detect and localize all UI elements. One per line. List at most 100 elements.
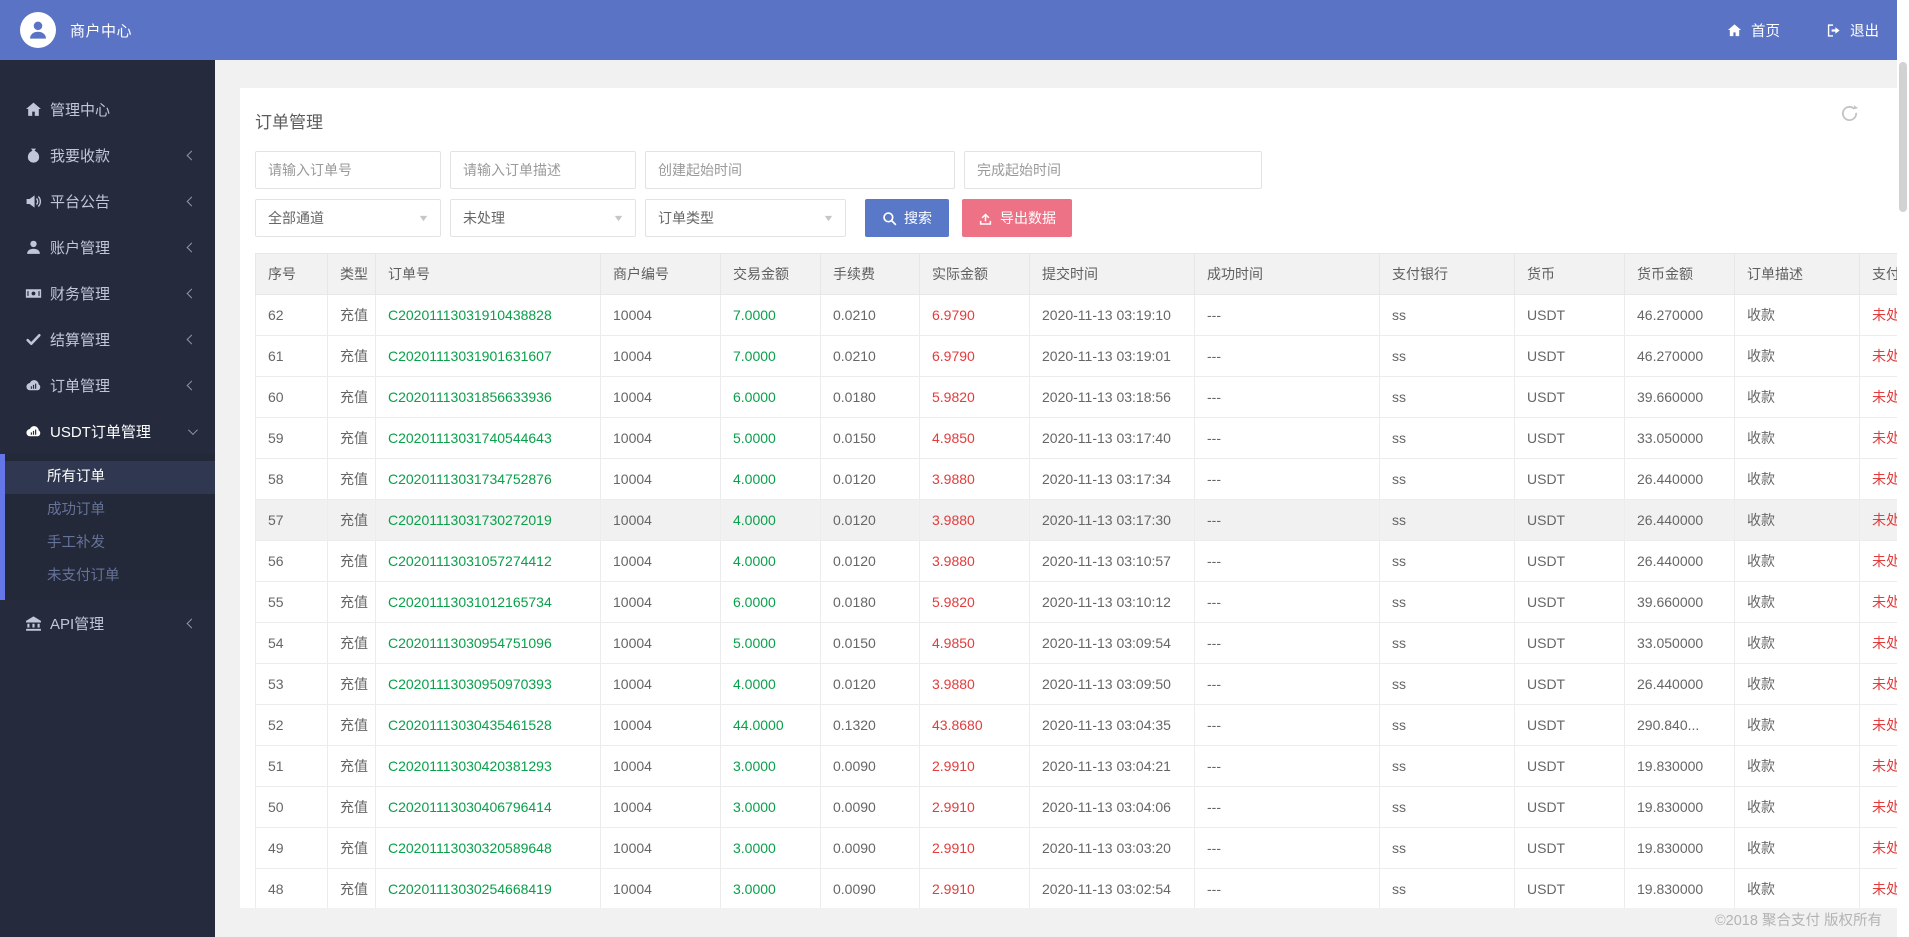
submenu-item-unpaid-orders[interactable]: 未支付订单: [47, 568, 120, 584]
table-cell: 充值: [327, 786, 376, 828]
sidebar-item-dashboard[interactable]: 管理中心: [0, 86, 215, 132]
table-cell: 10004: [600, 827, 721, 869]
order-type-select[interactable]: 订单类型 ▼: [645, 199, 846, 237]
table-cell: 2020-11-13 03:19:01: [1029, 335, 1195, 377]
sidebar-item-label: 管理中心: [50, 101, 111, 119]
table-cell: 5.0000: [720, 417, 821, 459]
table-cell: 10004: [600, 335, 721, 377]
table-cell: 60: [255, 376, 328, 418]
table-cell: 2020-11-13 03:03:20: [1029, 827, 1195, 869]
table-cell: 7.0000: [720, 335, 821, 377]
export-button[interactable]: 导出数据: [962, 199, 1072, 237]
submenu-item-manual-reissue[interactable]: 手工补发: [47, 535, 105, 551]
status-select[interactable]: 未处理 ▼: [450, 199, 636, 237]
dropdown-arrow-icon: ▼: [822, 213, 835, 223]
table-cell: USDT: [1514, 827, 1625, 869]
table-cell: 4.9850: [919, 417, 1030, 459]
sidebar-item-account[interactable]: 账户管理: [0, 224, 215, 270]
table-cell: 2.9910: [919, 868, 1030, 908]
filter-row-1: [255, 151, 1894, 189]
table-cell: USDT: [1514, 417, 1625, 459]
vertical-scrollbar[interactable]: [1897, 0, 1909, 937]
copyright-text: ©2018 聚合支付 版权所有: [1715, 913, 1882, 929]
table-cell: ---: [1194, 704, 1380, 746]
table-cell: 充值: [327, 417, 376, 459]
table-row: 57 充值 C20201113031730272019 10004 4.0000 0.01…: [255, 499, 1909, 541]
table-cell: ss: [1379, 499, 1515, 541]
column-header: 序号: [255, 253, 328, 295]
table-cell: 10004: [600, 704, 721, 746]
banknote-icon: [25, 285, 42, 302]
table-cell: 收款: [1734, 458, 1860, 500]
sidebar-item-finance[interactable]: 财务管理: [0, 270, 215, 316]
channel-select[interactable]: 全部通道 ▼: [255, 199, 441, 237]
sidebar-item-label: 我要收款: [50, 147, 111, 165]
table-cell: ---: [1194, 663, 1380, 705]
table-cell: ---: [1194, 376, 1380, 418]
table-cell: 3.9880: [919, 458, 1030, 500]
column-header: 货币金额: [1624, 253, 1735, 295]
table-cell: ---: [1194, 827, 1380, 869]
table-cell: C20201113031057274412: [375, 540, 601, 582]
order-no-input[interactable]: [255, 151, 441, 189]
table-cell: 19.830000: [1624, 827, 1735, 869]
sidebar-item-usdt-orders[interactable]: USDT订单管理: [0, 408, 215, 454]
table-cell: ---: [1194, 458, 1380, 500]
table-cell: 10004: [600, 786, 721, 828]
table-cell: 收款: [1734, 499, 1860, 541]
sidebar-item-collect[interactable]: 我要收款: [0, 132, 215, 178]
table-cell: 充值: [327, 540, 376, 582]
table-cell: 19.830000: [1624, 745, 1735, 787]
table-cell: 2020-11-13 03:18:56: [1029, 376, 1195, 418]
order-desc-input[interactable]: [450, 151, 636, 189]
nav-logout-label: 退出: [1850, 23, 1879, 40]
sidebar-item-label: USDT订单管理: [50, 423, 151, 441]
nav-logout[interactable]: 退出: [1826, 20, 1879, 41]
submenu-item-all-orders[interactable]: 所有订单: [5, 461, 215, 494]
search-button[interactable]: 搜索: [865, 199, 949, 237]
create-time-input[interactable]: [645, 151, 955, 189]
table-cell: 10004: [600, 622, 721, 664]
table-cell: 10004: [600, 294, 721, 336]
table-cell: 44.0000: [720, 704, 821, 746]
table-cell: 0.1320: [820, 704, 920, 746]
sidebar-item-announcement[interactable]: 平台公告: [0, 178, 215, 224]
page-title: 订单管理: [255, 113, 323, 132]
table-cell: 2020-11-13 03:04:35: [1029, 704, 1195, 746]
table-row: 53 充值 C20201113030950970393 10004 4.0000 0.01…: [255, 663, 1909, 705]
table-cell: 0.0090: [820, 786, 920, 828]
table-cell: ss: [1379, 868, 1515, 908]
table-cell: ss: [1379, 704, 1515, 746]
table-cell: 2020-11-13 03:17:30: [1029, 499, 1195, 541]
filter-row-2: 全部通道 ▼ 未处理 ▼ 订单类型 ▼ 搜索 导出数据: [255, 199, 1894, 237]
column-header: 类型: [327, 253, 376, 295]
chevron-left-icon: [186, 242, 197, 252]
home-icon: [1727, 23, 1742, 36]
table-cell: 充值: [327, 827, 376, 869]
table-cell: 290.840...: [1624, 704, 1735, 746]
finish-time-input[interactable]: [964, 151, 1262, 189]
user-icon: [25, 239, 42, 256]
table-cell: 收款: [1734, 335, 1860, 377]
orders-table-wrap: 序号 类型 订单号 商户编号 交易金额 手续费 实际金额 提交时间 成功时间 支付银行 货币 货币金额…: [255, 253, 1909, 908]
table-cell: 10004: [600, 417, 721, 459]
user-avatar[interactable]: [20, 12, 56, 48]
sidebar-item-api[interactable]: API管理: [0, 600, 215, 646]
chevron-left-icon: [186, 288, 197, 298]
chevron-left-icon: [186, 334, 197, 344]
sidebar-item-settlement[interactable]: 结算管理: [0, 316, 215, 362]
submenu-item-success-orders[interactable]: 成功订单: [47, 502, 105, 518]
scrollbar-thumb[interactable]: [1899, 62, 1907, 212]
table-cell: 0.0090: [820, 745, 920, 787]
table-cell: 4.9850: [919, 622, 1030, 664]
table-cell: 6.0000: [720, 376, 821, 418]
chevron-left-icon: [186, 196, 197, 206]
refresh-icon[interactable]: [1840, 104, 1859, 123]
nav-home[interactable]: 首页: [1727, 20, 1780, 41]
table-cell: 收款: [1734, 663, 1860, 705]
orders-table: 序号 类型 订单号 商户编号 交易金额 手续费 实际金额 提交时间 成功时间 支付银行 货币 货币金额…: [255, 253, 1909, 908]
sidebar-item-orders[interactable]: 订单管理: [0, 362, 215, 408]
table-row: 55 充值 C20201113031012165734 10004 6.0000 0.01…: [255, 581, 1909, 623]
table-cell: USDT: [1514, 704, 1625, 746]
table-cell: 50: [255, 786, 328, 828]
